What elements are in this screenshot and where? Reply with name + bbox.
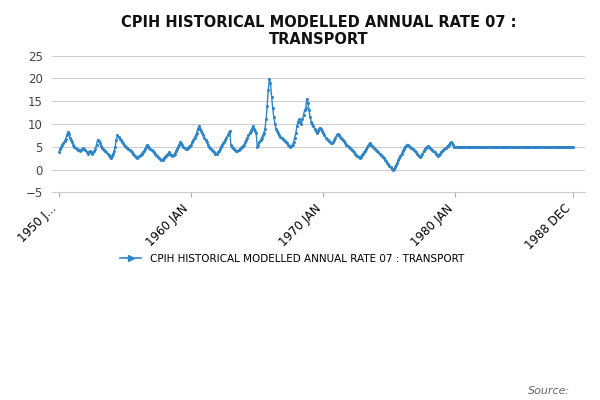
Legend: CPIH HISTORICAL MODELLED ANNUAL RATE 07 : TRANSPORT: CPIH HISTORICAL MODELLED ANNUAL RATE 07 … <box>116 250 468 268</box>
Title: CPIH HISTORICAL MODELLED ANNUAL RATE 07 :
TRANSPORT: CPIH HISTORICAL MODELLED ANNUAL RATE 07 … <box>121 15 517 47</box>
Text: Source:: Source: <box>528 386 570 396</box>
